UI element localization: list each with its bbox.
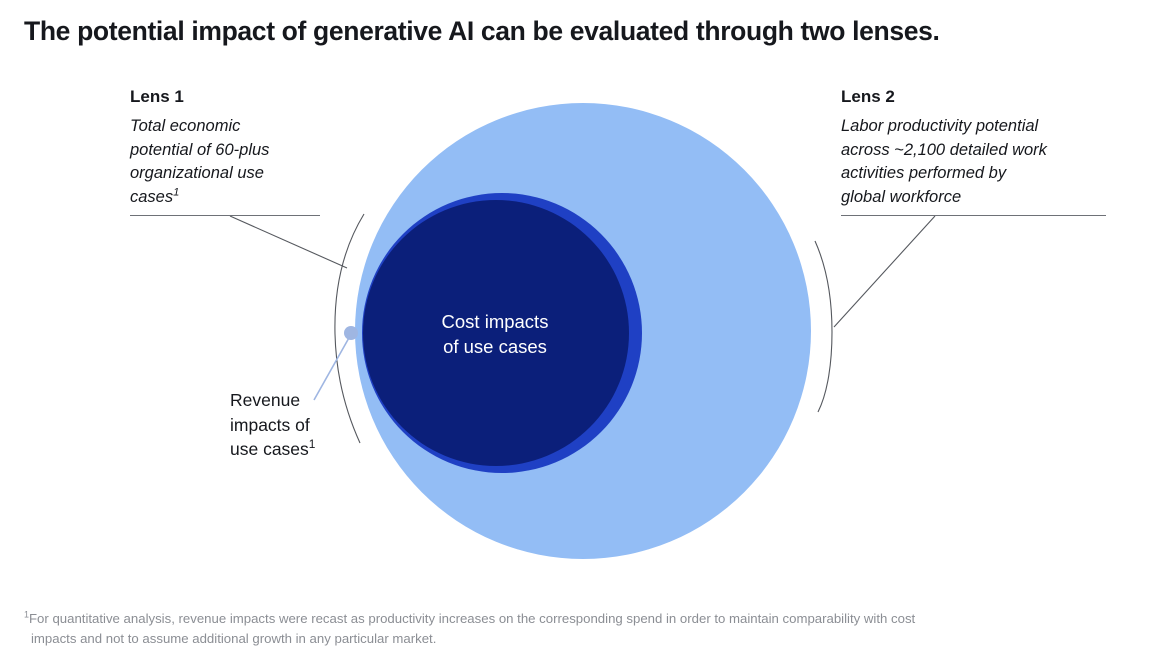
lens1-description: Total economic potential of 60-plus orga…: [130, 115, 330, 209]
lens2-leader-line: [833, 215, 936, 328]
revenue-impacts-label-line-1: Revenue: [230, 390, 301, 410]
lens2-callout: Lens 2 Labor productivity potential acro…: [841, 86, 1111, 209]
lens2-desc-line-2: across ~2,100 detailed work: [841, 140, 1047, 159]
revenue-leader-dot: [344, 326, 358, 340]
lens2-heading: Lens 2: [841, 87, 895, 106]
footnote: 1For quantitative analysis, revenue impa…: [24, 609, 1114, 649]
lens1-footnote-marker: 1: [173, 186, 180, 198]
revenue-impacts-label: Revenue impacts of use cases1: [230, 388, 350, 462]
lens2-desc-line-3: activities performed by: [841, 164, 1007, 182]
lens1-underline: [130, 215, 320, 216]
footnote-line-2: impacts and not to assume additional gro…: [31, 631, 437, 646]
cost-impacts-circle: [363, 200, 629, 466]
lens1-desc-line-3: organizational use: [130, 164, 264, 182]
lens1-desc-line-4: cases: [130, 187, 174, 206]
footnote-marker: 1: [24, 609, 29, 620]
lens2-bracket-arc: [814, 240, 833, 413]
lens1-callout: Lens 1 Total economic potential of 60-pl…: [130, 86, 330, 209]
revenue-footnote-marker: 1: [308, 437, 316, 452]
lens1-bracket-arc: [334, 213, 365, 444]
page-title: The potential impact of generative AI ca…: [24, 16, 940, 46]
lens2-underline: [841, 215, 1106, 216]
cost-impacts-label: Cost impacts of use cases: [395, 310, 595, 359]
revenue-leader-line: [313, 335, 351, 401]
lens2-description: Labor productivity potential across ~2,1…: [841, 115, 1111, 209]
lens1-desc-line-2: potential of 60-plus: [130, 140, 270, 159]
revenue-impacts-label-line-3: use cases: [230, 439, 309, 459]
cost-impacts-label-line-2: of use cases: [443, 335, 547, 357]
lens1-desc-line-1: Total economic: [130, 117, 241, 135]
revenue-impacts-label-line-2: impacts of: [230, 414, 310, 435]
lens2-desc-line-4: global workforce: [841, 187, 962, 206]
footnote-line-1: For quantitative analysis, revenue impac…: [29, 611, 916, 626]
lens1-leader-line: [229, 215, 348, 269]
lens1-heading: Lens 1: [130, 87, 184, 106]
lens2-desc-line-1: Labor productivity potential: [841, 117, 1039, 135]
cost-impacts-label-line-1: Cost impacts: [441, 311, 549, 332]
